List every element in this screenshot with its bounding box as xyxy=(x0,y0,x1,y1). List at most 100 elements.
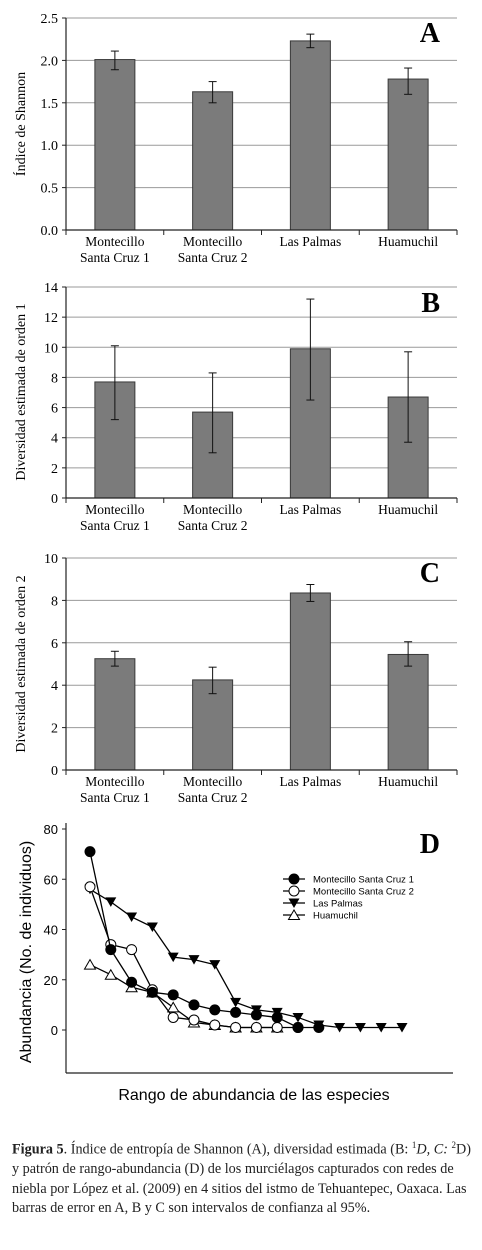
y-tick-label: 12 xyxy=(44,311,58,326)
x-category-label: Santa Cruz 1 xyxy=(80,790,150,805)
data-point xyxy=(126,976,138,988)
y-tick-label: 6 xyxy=(51,637,58,652)
data-point xyxy=(271,1021,283,1033)
data-point xyxy=(166,1001,180,1013)
data-point xyxy=(105,944,117,956)
figure-caption: Figura 5. Índice de entropía de Shannon … xyxy=(12,1136,472,1219)
y-tick-label: 4 xyxy=(51,432,58,447)
y-tick-label: 2 xyxy=(51,462,58,477)
legend-label: Montecillo Santa Cruz 1 xyxy=(313,875,414,886)
y-axis-label: Diversidad estimada de orden 1 xyxy=(14,303,29,480)
data-point xyxy=(167,989,179,1001)
data-point xyxy=(209,1004,221,1016)
bar xyxy=(94,658,136,771)
bar xyxy=(192,679,234,771)
y-tick-label: 20 xyxy=(44,973,58,988)
data-point xyxy=(250,1009,262,1021)
panel-letter: A xyxy=(420,18,441,49)
bar xyxy=(289,40,331,231)
data-point xyxy=(188,955,200,965)
caption-text-2: D, C: xyxy=(416,1141,452,1158)
y-tick-label: 6 xyxy=(51,402,58,417)
data-point xyxy=(292,1021,304,1033)
y-tick-label: 10 xyxy=(44,552,58,567)
data-point xyxy=(396,1022,408,1033)
y-tick-label: 40 xyxy=(44,923,58,938)
data-point xyxy=(84,881,96,893)
data-point xyxy=(104,968,118,980)
y-tick-label: 10 xyxy=(44,341,58,356)
caption-label: Figura 5 xyxy=(12,1141,64,1158)
legend-label: Montecillo Santa Cruz 2 xyxy=(313,887,414,898)
panel-letter: B xyxy=(421,288,440,319)
bar xyxy=(192,91,234,231)
panel-letter: D xyxy=(420,829,440,860)
x-category-label: Huamuchil xyxy=(378,774,438,789)
caption-sup-2: 2 xyxy=(451,1140,456,1150)
y-tick-label: 0 xyxy=(51,764,58,779)
y-tick-label: 8 xyxy=(51,371,58,386)
data-point xyxy=(334,1022,346,1033)
data-point xyxy=(126,944,138,956)
y-tick-label: 2 xyxy=(51,722,58,737)
data-point xyxy=(230,1021,242,1033)
series-line xyxy=(89,888,402,1029)
y-tick-label: 60 xyxy=(44,872,58,887)
y-tick-label: 14 xyxy=(44,281,58,296)
caption-text-3: D) y patrón de rango-abundancia (D) de l… xyxy=(12,1141,471,1217)
legend-label: Las Palmas xyxy=(313,899,363,910)
data-point xyxy=(288,885,300,897)
x-category-label: Las Palmas xyxy=(279,234,341,249)
series-line xyxy=(89,851,319,1029)
data-point xyxy=(250,1021,262,1033)
y-tick-label: 4 xyxy=(51,679,58,694)
x-category-label: Montecillo xyxy=(183,234,242,249)
data-point xyxy=(188,999,200,1011)
data-point xyxy=(188,1014,200,1026)
y-tick-label: 0 xyxy=(51,492,58,507)
data-point xyxy=(167,1011,179,1023)
x-category-label: Huamuchil xyxy=(378,234,438,249)
x-category-label: Santa Cruz 1 xyxy=(80,518,150,533)
data-point xyxy=(230,1006,242,1018)
y-tick-label: 0.5 xyxy=(41,182,59,197)
y-tick-label: 80 xyxy=(44,822,58,837)
data-point xyxy=(105,897,117,907)
y-tick-label: 1.5 xyxy=(41,97,59,112)
bar xyxy=(387,653,429,771)
x-category-label: Montecillo xyxy=(183,502,242,517)
data-point xyxy=(288,898,300,908)
y-tick-label: 0.0 xyxy=(41,224,59,239)
panel-letter: C xyxy=(420,558,440,589)
y-tick-label: 2.5 xyxy=(41,12,59,27)
x-category-label: Santa Cruz 2 xyxy=(178,518,248,533)
caption-sup-1: 1 xyxy=(411,1140,417,1150)
x-category-label: Las Palmas xyxy=(279,774,341,789)
x-category-label: Montecillo xyxy=(85,234,144,249)
bar xyxy=(289,592,331,771)
y-axis-label: Índice de Shannon xyxy=(12,72,29,176)
data-point xyxy=(288,873,300,885)
caption-text-1: . Índice de entropía de Shannon (A), div… xyxy=(63,1141,412,1158)
data-point xyxy=(313,1021,325,1033)
x-category-label: Santa Cruz 2 xyxy=(178,790,248,805)
x-category-label: Montecillo xyxy=(183,774,242,789)
data-point xyxy=(146,986,158,998)
data-point xyxy=(287,909,301,920)
y-tick-label: 2.0 xyxy=(41,54,59,69)
data-point xyxy=(375,1022,387,1033)
x-axis-label: Rango de abundancia de las especies xyxy=(118,1087,389,1104)
data-point xyxy=(354,1022,366,1033)
data-point xyxy=(146,922,158,932)
y-tick-label: 1.0 xyxy=(41,139,59,154)
data-point xyxy=(83,958,97,970)
x-category-label: Montecillo xyxy=(85,774,144,789)
panel-d-rank-abundance-chart: 0 20 40 60 80 Montecillo Santa Cruz 1Montecil… xyxy=(18,822,453,1104)
y-axis-label: Abundancia (No. de individuos) xyxy=(18,841,35,1063)
y-tick-label: 0 xyxy=(51,1023,58,1038)
data-point xyxy=(292,1012,304,1023)
